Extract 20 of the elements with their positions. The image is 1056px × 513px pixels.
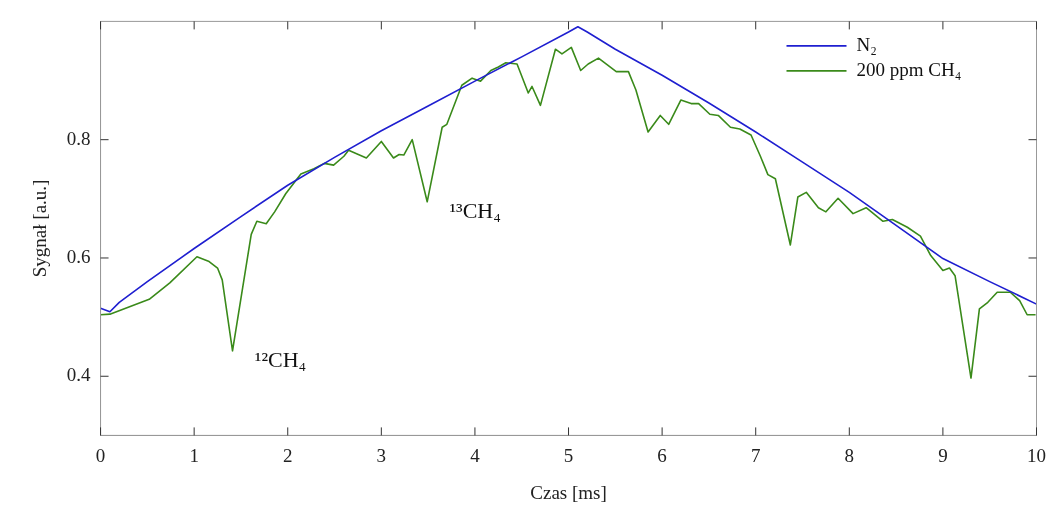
x-tick-label: 8 — [844, 444, 855, 466]
x-tick-label: 1 — [189, 444, 199, 466]
annotation: ¹³CH₄ — [449, 197, 501, 223]
y-tick-label: 0.4 — [66, 364, 92, 386]
y-tick-label: 0.6 — [66, 245, 91, 267]
x-tick-label: 6 — [657, 444, 667, 466]
legend-label: N₂ — [856, 33, 877, 55]
x-tick-label: 0 — [95, 444, 106, 466]
x-axis-title: Czas [ms] — [530, 481, 607, 503]
x-tick-label: 2 — [282, 444, 293, 466]
x-tick-label: 5 — [563, 444, 574, 466]
x-tick-label: 9 — [938, 444, 948, 466]
annotation: ¹²CH₄ — [254, 346, 307, 372]
legend-label: 200 ppm CH₄ — [856, 58, 962, 80]
y-tick-label: 0.8 — [66, 127, 91, 149]
x-tick-label: 10 — [1027, 444, 1046, 466]
x-tick-label: 3 — [376, 444, 387, 466]
x-tick-label: 4 — [470, 444, 481, 466]
x-tick-label: 7 — [750, 444, 761, 466]
y-axis-title: Sygnał [a.u.] — [29, 179, 51, 278]
